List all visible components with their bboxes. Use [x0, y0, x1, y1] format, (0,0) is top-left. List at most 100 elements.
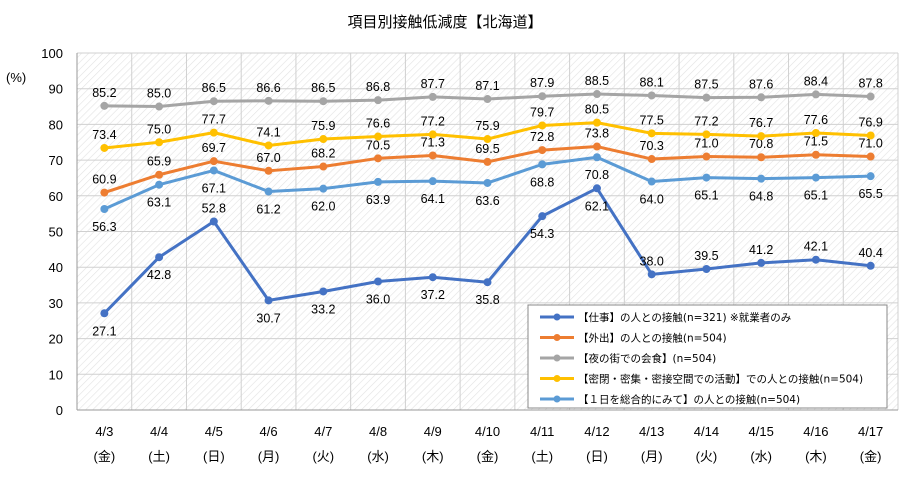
data-label-0: 41.2 [749, 243, 773, 257]
data-point-4 [428, 177, 437, 186]
data-label-1: 68.2 [311, 147, 335, 161]
data-point-0 [866, 261, 875, 270]
data-point-1 [374, 154, 383, 163]
data-point-1 [319, 162, 328, 171]
data-label-0: 27.1 [92, 324, 116, 338]
data-point-3 [374, 132, 383, 141]
x-tick-weekday: (水) [750, 449, 772, 464]
data-label-3: 77.2 [694, 114, 718, 128]
data-label-1: 65.9 [147, 155, 171, 169]
data-label-1: 70.5 [366, 138, 390, 152]
x-tick-weekday: (金) [477, 449, 499, 464]
data-label-3: 80.5 [585, 103, 609, 117]
data-label-0: 40.4 [858, 246, 882, 260]
data-label-2: 87.1 [475, 79, 499, 93]
y-tick-label: 30 [49, 296, 63, 311]
legend-entry-3: 【密閉・密集・密接空間での活動】での人との接触(n=504) [578, 373, 863, 386]
data-point-4 [209, 166, 218, 175]
data-label-4: 61.2 [256, 203, 280, 217]
legend-entry-1: 【外出】の人との接触(n=504) [578, 332, 727, 345]
x-tick-label: 4/11 [530, 424, 554, 439]
data-label-4: 64.8 [749, 190, 773, 204]
data-point-1 [866, 152, 875, 161]
data-label-2: 88.1 [640, 75, 664, 89]
data-point-1 [702, 152, 711, 161]
data-point-0 [209, 217, 218, 226]
data-label-3: 77.2 [421, 114, 445, 128]
data-label-0: 62.1 [585, 199, 609, 213]
data-label-3: 75.0 [147, 122, 171, 136]
data-label-2: 87.9 [530, 76, 554, 90]
data-point-2 [538, 92, 547, 101]
x-tick-label: 4/13 [639, 424, 664, 439]
data-point-0 [319, 287, 328, 296]
x-tick-label: 4/8 [369, 424, 387, 439]
x-tick-weekday: (火) [696, 449, 718, 464]
data-point-2 [757, 93, 766, 102]
data-point-0 [264, 296, 273, 305]
data-point-4 [264, 187, 273, 196]
x-tick-label: 4/15 [749, 424, 774, 439]
y-tick-label: 50 [49, 225, 63, 240]
data-label-2: 86.5 [202, 81, 226, 95]
x-tick-label: 4/16 [803, 424, 828, 439]
x-tick-weekday: (火) [312, 449, 334, 464]
x-tick-weekday: (金) [94, 449, 116, 464]
x-tick-label: 4/7 [314, 424, 332, 439]
y-tick-label: 70 [49, 153, 63, 168]
legend-entry-2: 【夜の街での会食】(n=504) [578, 352, 716, 365]
data-point-3 [647, 129, 656, 138]
data-point-0 [811, 255, 820, 264]
data-label-3: 76.6 [366, 117, 390, 131]
x-tick-weekday: (日) [203, 449, 225, 464]
x-tick-weekday: (月) [258, 449, 280, 464]
x-tick-weekday: (土) [531, 449, 553, 464]
data-label-1: 72.8 [530, 130, 554, 144]
data-label-1: 70.8 [749, 137, 773, 151]
data-point-4 [319, 184, 328, 193]
x-tick-weekday: (木) [805, 449, 827, 464]
data-point-3 [264, 141, 273, 150]
data-label-0: 38.0 [640, 254, 664, 268]
x-tick-weekday: (水) [367, 449, 389, 464]
data-label-3: 76.7 [749, 116, 773, 130]
data-point-2 [592, 90, 601, 99]
data-label-3: 74.1 [256, 125, 280, 139]
data-label-3: 76.9 [858, 115, 882, 129]
data-point-0 [647, 270, 656, 279]
y-tick-label: 40 [49, 260, 63, 275]
data-point-3 [811, 128, 820, 137]
legend-box [527, 304, 888, 409]
y-tick-label: 100 [41, 46, 63, 61]
data-label-1: 71.5 [804, 135, 828, 149]
data-point-1 [155, 170, 164, 179]
data-label-4: 65.1 [804, 189, 828, 203]
data-label-1: 71.3 [421, 135, 445, 149]
legend-marker-1 [553, 334, 561, 341]
data-point-3 [592, 118, 601, 127]
data-point-3 [428, 130, 437, 139]
x-tick-label: 4/17 [858, 424, 883, 439]
legend-marker-4 [553, 395, 561, 403]
data-point-3 [702, 130, 711, 139]
data-label-2: 87.7 [421, 77, 445, 91]
data-label-0: 35.8 [475, 293, 499, 307]
data-point-0 [538, 212, 547, 221]
data-point-4 [592, 153, 601, 162]
data-point-2 [374, 96, 383, 105]
data-point-1 [209, 157, 218, 166]
data-label-0: 37.2 [421, 288, 445, 302]
data-label-2: 87.6 [749, 77, 773, 91]
data-point-0 [592, 184, 601, 193]
data-label-3: 75.9 [311, 119, 335, 133]
data-label-1: 70.3 [640, 139, 664, 153]
x-tick-label: 4/9 [424, 424, 442, 439]
legend-marker-2 [553, 354, 561, 362]
x-tick-label: 4/10 [475, 424, 500, 439]
data-label-0: 39.5 [694, 249, 718, 263]
data-point-1 [647, 155, 656, 164]
data-point-2 [155, 102, 164, 111]
data-label-4: 63.9 [366, 193, 390, 207]
data-point-0 [100, 309, 109, 318]
